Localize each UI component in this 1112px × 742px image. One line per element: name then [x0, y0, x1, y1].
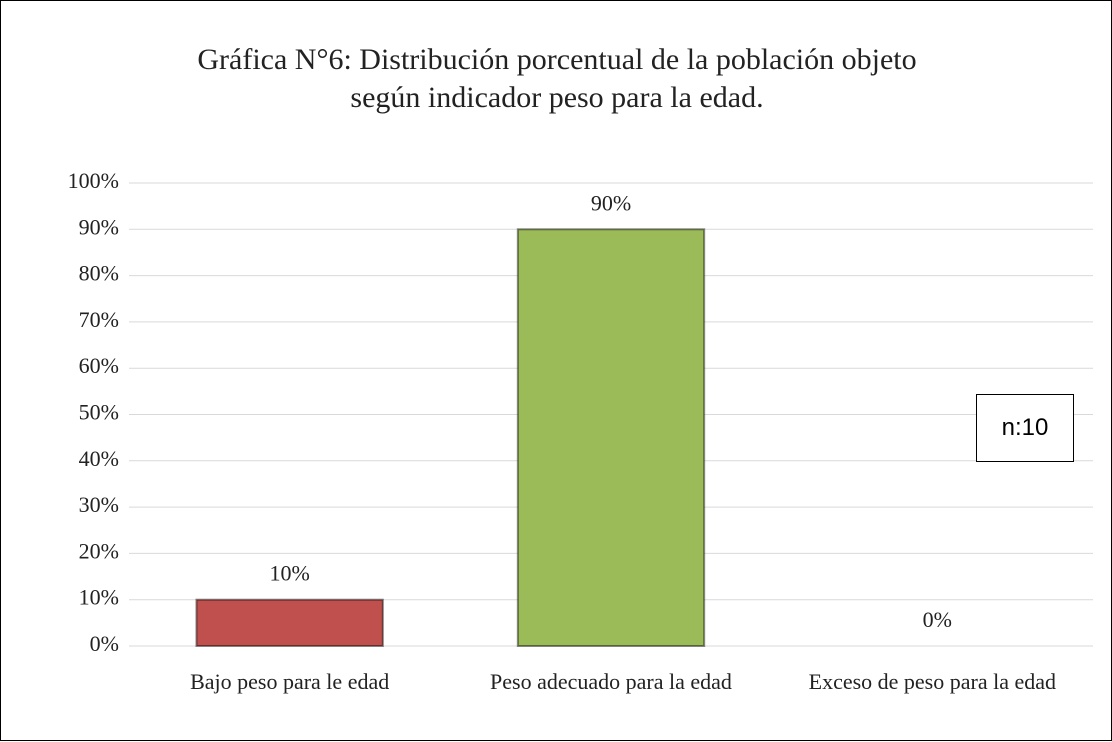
- y-tick-label: 60%: [79, 353, 119, 378]
- y-tick-label: 90%: [79, 214, 119, 239]
- y-tick-label: 20%: [79, 538, 119, 563]
- y-tick-label: 0%: [90, 631, 119, 656]
- annotation: n:10: [976, 394, 1074, 462]
- x-tick-label: Bajo peso para le edad: [190, 669, 390, 694]
- bar: [195, 598, 384, 648]
- y-tick-label: 80%: [79, 261, 119, 286]
- bar: [516, 228, 706, 648]
- y-tick-label: 70%: [79, 307, 119, 332]
- y-tick-label: 10%: [79, 585, 119, 610]
- y-tick-label: 50%: [79, 400, 119, 425]
- value-label: 0%: [923, 607, 952, 632]
- y-tick-label: 40%: [79, 446, 119, 471]
- value-label: 90%: [591, 190, 631, 215]
- y-tick-label: 30%: [79, 492, 119, 517]
- x-tick-label: Exceso de peso para la edad: [808, 669, 1057, 694]
- y-tick-label: 100%: [68, 168, 119, 193]
- value-label: 10%: [270, 561, 310, 586]
- x-tick-label: Peso adecuado para la edad: [490, 669, 732, 694]
- chart-title: Gráfica N°6: Distribución porcentual de …: [197, 43, 917, 114]
